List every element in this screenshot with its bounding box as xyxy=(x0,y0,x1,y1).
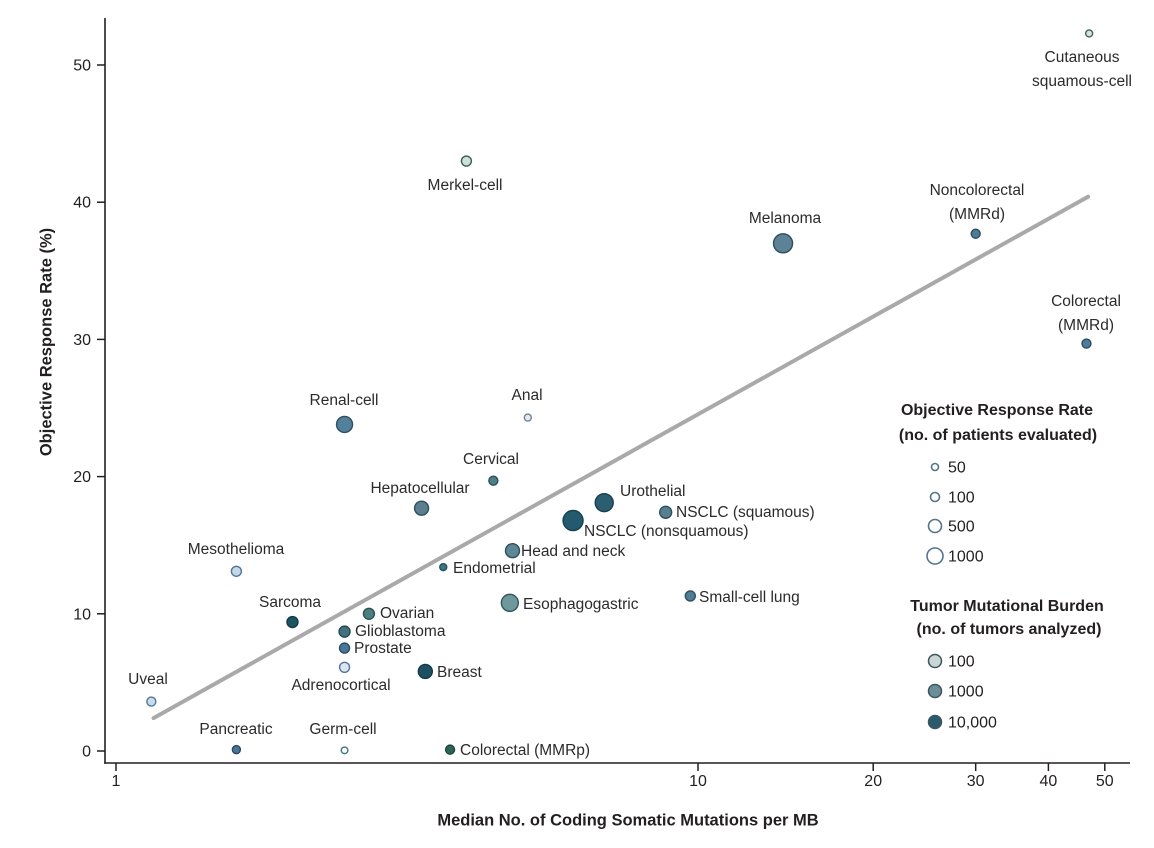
point-label-renal-cell: Renal-cell xyxy=(310,392,379,409)
y-tick-label: 50 xyxy=(73,58,91,75)
data-point-urothelial xyxy=(594,492,614,513)
data-point-cutaneous-squamous-cell xyxy=(1084,29,1094,38)
point-label-hepatocellular: Hepatocellular xyxy=(370,480,469,497)
data-point-head-and-neck xyxy=(504,542,521,559)
point-label-noncolorectal-mmrd: Noncolorectal (MMRd) xyxy=(930,182,1025,223)
x-tick-label: 30 xyxy=(967,773,985,790)
data-point-prostate xyxy=(338,642,351,654)
x-tick-label: 50 xyxy=(1096,773,1114,790)
legend-orr-title: Objective Response Rate xyxy=(901,402,1093,419)
y-tick-label: 20 xyxy=(73,469,91,486)
legend-orr-label-100: 100 xyxy=(948,490,975,507)
x-tick-label: 1 xyxy=(112,773,121,790)
data-point-breast xyxy=(417,663,434,680)
y-tick-label: 0 xyxy=(82,744,91,761)
point-label-esophagogastric: Esophagogastric xyxy=(523,596,639,613)
data-point-noncolorectal-mmrd xyxy=(970,228,981,239)
legend-tmb-title: Tumor Mutational Burden xyxy=(910,598,1103,615)
point-label-colorectal-mmrd: Colorectal (MMRd) xyxy=(1051,293,1121,334)
point-label-sarcoma: Sarcoma xyxy=(259,594,321,611)
data-point-adrenocortical xyxy=(338,661,351,674)
point-label-anal: Anal xyxy=(511,387,542,404)
legend-orr-circle-500 xyxy=(927,518,943,534)
point-label-nsclc-squamous: NSCLC (squamous) xyxy=(676,504,815,521)
x-tick-label: 20 xyxy=(864,773,882,790)
legend-orr-label-1000: 1000 xyxy=(948,549,984,566)
point-label-merkel-cell: Merkel-cell xyxy=(428,177,503,194)
legend-orr-label-500: 500 xyxy=(948,519,975,536)
data-point-cervical xyxy=(488,475,499,486)
data-point-nsclc-nonsquamous xyxy=(562,509,584,532)
y-tick-label: 10 xyxy=(73,606,91,623)
legend-tmb-label-10-000: 10,000 xyxy=(948,715,997,732)
data-point-sarcoma xyxy=(286,615,299,629)
data-point-melanoma xyxy=(772,233,794,254)
data-point-anal xyxy=(523,413,533,422)
point-label-head-and-neck: Head and neck xyxy=(521,543,626,560)
data-point-colorectal-mmrp xyxy=(444,744,456,755)
data-point-colorectal-mmrd xyxy=(1081,338,1092,349)
x-tick-label: 10 xyxy=(689,773,707,790)
y-tick-label: 40 xyxy=(73,195,91,212)
x-tick-label: 40 xyxy=(1040,773,1058,790)
point-label-endometrial: Endometrial xyxy=(453,560,536,577)
point-label-ovarian: Ovarian xyxy=(380,605,434,622)
data-point-esophagogastric xyxy=(500,593,520,613)
point-label-urothelial: Urothelial xyxy=(620,483,685,500)
data-point-germ-cell xyxy=(340,746,349,755)
point-label-pancreatic: Pancreatic xyxy=(199,721,272,738)
point-label-mesothelioma: Mesothelioma xyxy=(188,541,285,558)
legend-tmb-label-1000: 1000 xyxy=(948,684,984,701)
legend-tmb-subtitle: (no. of tumors analyzed) xyxy=(917,621,1102,638)
legend-orr-circle-1000 xyxy=(926,547,944,565)
point-label-uveal: Uveal xyxy=(128,671,168,688)
y-axis-title: Objective Response Rate (%) xyxy=(37,227,56,457)
point-label-small-cell-lung: Small-cell lung xyxy=(699,589,800,606)
y-tick-label: 30 xyxy=(73,332,91,349)
x-axis-title: Median No. of Coding Somatic Mutations p… xyxy=(437,811,819,830)
data-point-glioblastoma xyxy=(338,625,351,638)
point-label-glioblastoma: Glioblastoma xyxy=(355,623,446,640)
point-label-adrenocortical: Adrenocortical xyxy=(291,677,390,694)
legend-tmb-circle-100 xyxy=(927,653,943,669)
point-label-cervical: Cervical xyxy=(463,451,519,468)
data-point-merkel-cell xyxy=(460,155,473,167)
point-label-prostate: Prostate xyxy=(354,640,412,657)
data-point-mesothelioma xyxy=(230,565,243,577)
data-point-nsclc-squamous xyxy=(658,505,673,519)
point-label-colorectal-mmrp: Colorectal (MMRp) xyxy=(460,742,590,759)
data-point-endometrial xyxy=(439,562,448,572)
data-point-small-cell-lung xyxy=(684,590,697,602)
legend-tmb-circle-10-000 xyxy=(927,714,943,730)
data-point-ovarian xyxy=(362,607,376,620)
point-label-germ-cell: Germ-cell xyxy=(309,721,376,738)
data-point-renal-cell xyxy=(335,415,354,434)
point-label-nsclc-nonsquamous: NSCLC (nonsquamous) xyxy=(584,523,749,540)
legend-tmb-label-100: 100 xyxy=(948,654,975,671)
legend-orr-circle-100 xyxy=(929,491,941,503)
legend-orr-circle-50 xyxy=(930,462,940,472)
data-point-pancreatic xyxy=(231,744,242,755)
legend-orr-subtitle: (no. of patients evaluated) xyxy=(899,427,1097,444)
trend-line xyxy=(151,194,1091,721)
point-label-breast: Breast xyxy=(437,664,482,681)
data-point-hepatocellular xyxy=(413,500,430,516)
point-label-cutaneous-squamous-cell: Cutaneous squamous-cell xyxy=(1032,49,1132,90)
data-point-uveal xyxy=(146,696,157,707)
legend-tmb-circle-1000 xyxy=(927,683,943,699)
point-label-melanoma: Melanoma xyxy=(749,210,822,227)
legend-orr-label-50: 50 xyxy=(948,460,966,477)
